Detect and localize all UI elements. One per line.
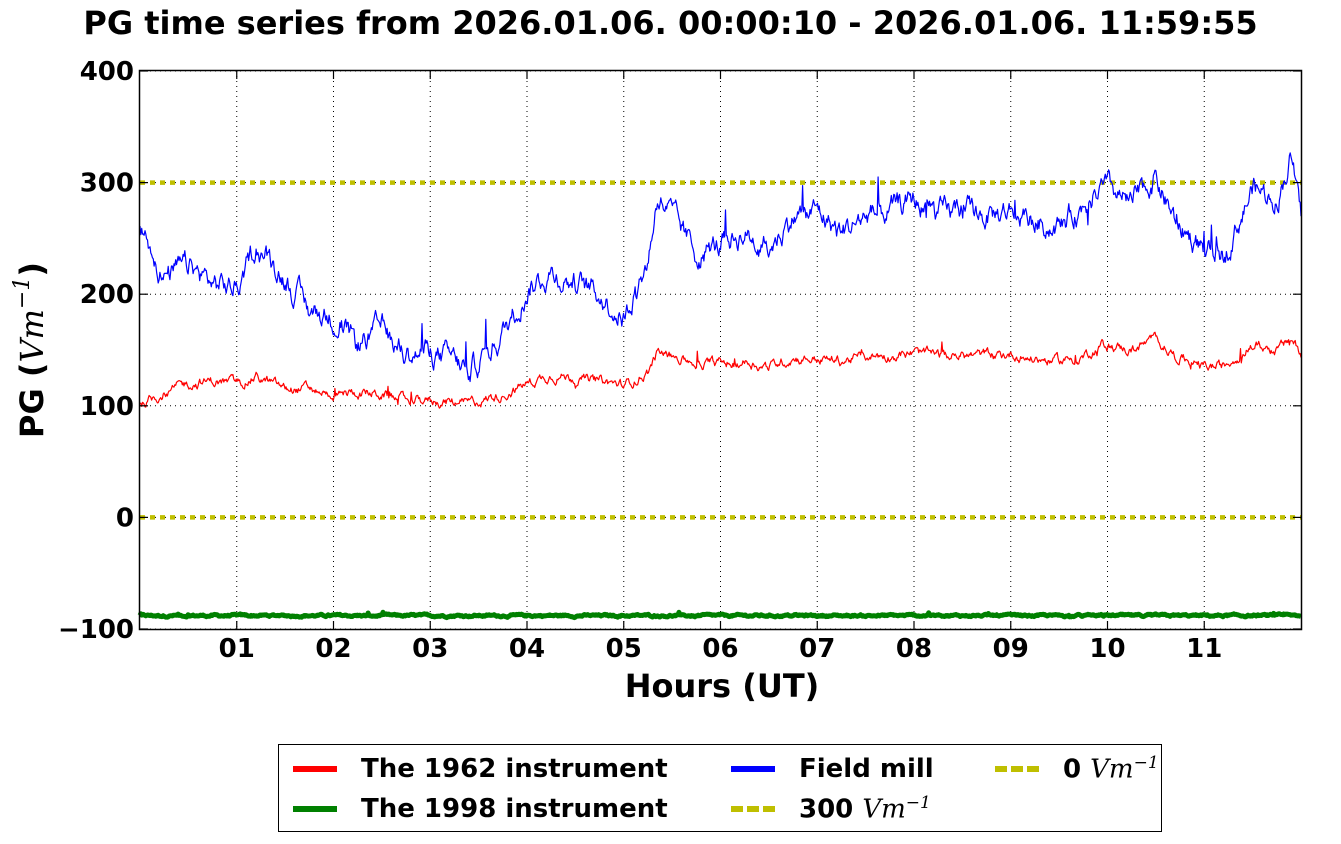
chart-title: PG time series from 2026.01.06. 00:00:10… — [83, 4, 1258, 42]
y-axis-label: PG (Vm−1) — [10, 262, 51, 438]
x-axis-label: Hours (UT) — [625, 667, 820, 705]
legend-label: The 1998 instrument — [361, 794, 668, 824]
x-tick-label: 08 — [896, 634, 932, 664]
legend-label-exponent: −1 — [905, 793, 931, 814]
x-tick-label: 10 — [1089, 634, 1125, 664]
y-tick-label: 100 — [80, 392, 134, 422]
legend-label-exponent: −1 — [1133, 753, 1159, 774]
legend-label-unit: Vm — [1090, 754, 1134, 785]
legend-label-text: 0 — [1063, 754, 1091, 785]
y-axis-label-text: PG ( — [13, 363, 51, 438]
legend-item: Field mill — [731, 751, 934, 787]
reference-lines — [140, 180, 1301, 520]
legend-label: The 1962 instrument — [361, 754, 668, 784]
series-line-the-1962-instrument — [139, 331, 1302, 409]
x-tick-label: 09 — [993, 634, 1029, 664]
legend-label-unit: Vm — [862, 794, 906, 825]
legend-swatch — [293, 806, 337, 812]
x-tick-label: 04 — [509, 634, 545, 664]
legend-label-text: Field mill — [799, 754, 934, 784]
legend-label-text: The 1962 instrument — [361, 754, 668, 784]
y-tick-label: −100 — [58, 615, 134, 645]
y-tick-label: 200 — [80, 280, 134, 310]
x-tick-label: 03 — [412, 634, 448, 664]
y-axis-label-unit: Vm — [13, 309, 51, 362]
legend-label: Field mill — [799, 754, 934, 784]
legend: The 1962 instrument The 1998 instrument Fi… — [278, 744, 1162, 832]
legend-item: The 1998 instrument — [293, 791, 668, 827]
legend-swatch — [731, 806, 775, 812]
y-tick-label: 400 — [80, 57, 134, 87]
legend-item: 300 Vm−1 — [731, 791, 931, 827]
x-tick-label: 11 — [1186, 634, 1222, 664]
legend-item: 0 Vm−1 — [995, 751, 1159, 787]
series-line-the-1998-instrument — [137, 609, 1303, 621]
x-tick-label: 05 — [606, 634, 642, 664]
legend-swatch — [995, 766, 1039, 772]
legend-item: The 1962 instrument — [293, 751, 668, 787]
ticks: 01 02 03 04 05 06 07 08 09 10 11 400 300 200 100 0 −100 — [58, 57, 1301, 664]
grid — [140, 70, 1301, 630]
legend-swatch — [731, 766, 775, 772]
y-tick-label: 300 — [80, 169, 134, 199]
series-group — [137, 152, 1303, 621]
x-tick-label: 01 — [219, 634, 255, 664]
x-tick-label: 07 — [799, 634, 835, 664]
legend-label-text: The 1998 instrument — [361, 794, 668, 824]
legend-swatch — [293, 766, 337, 772]
x-tick-label: 06 — [702, 634, 738, 664]
y-axis-label-exponent: −1 — [10, 277, 35, 309]
legend-label: 0 Vm−1 — [1063, 753, 1159, 785]
legend-label-text: 300 — [799, 794, 863, 825]
series-line-field-mill — [139, 152, 1302, 383]
y-tick-label: 0 — [116, 503, 134, 533]
axes-frame — [138, 69, 1303, 631]
x-tick-label: 02 — [315, 634, 351, 664]
y-axis-label-close: ) — [13, 262, 51, 277]
legend-label: 300 Vm−1 — [799, 793, 931, 825]
